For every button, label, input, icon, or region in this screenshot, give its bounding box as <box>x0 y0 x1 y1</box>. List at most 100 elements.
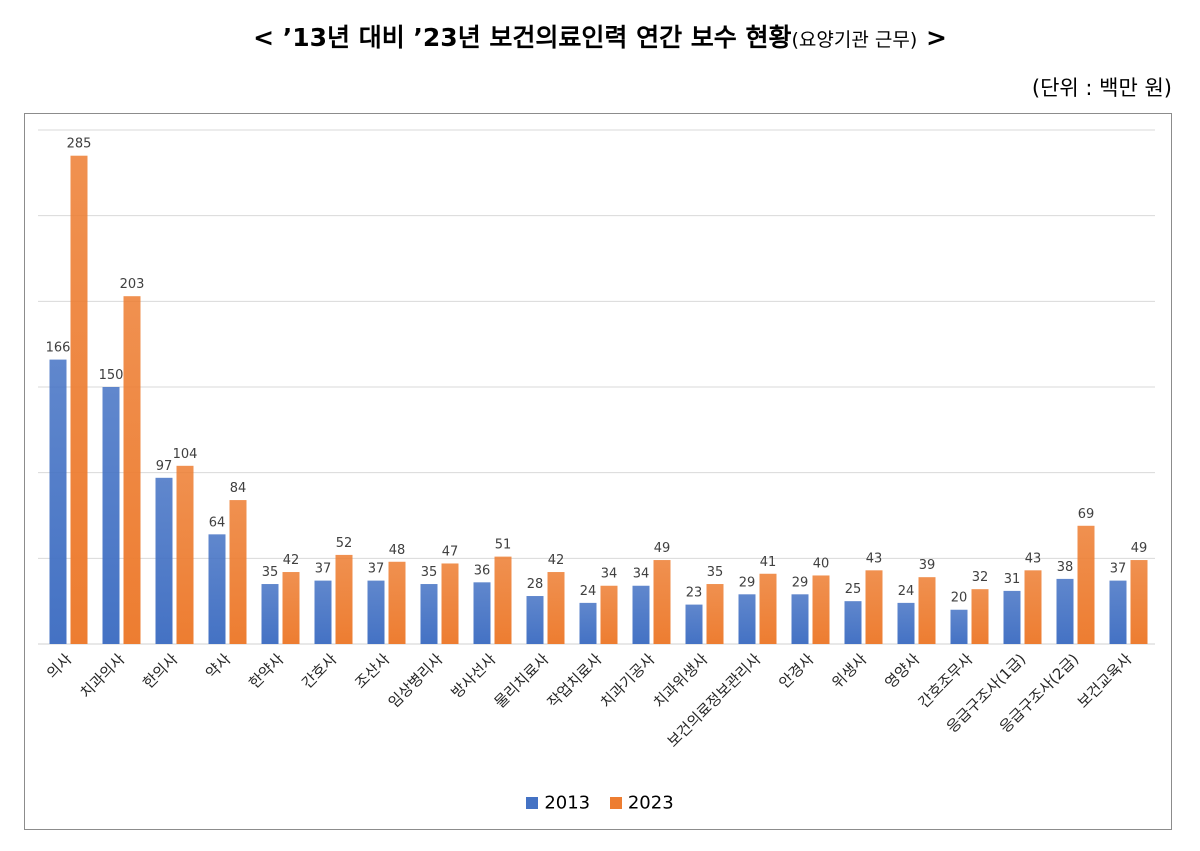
bar-2013 <box>261 584 279 644</box>
data-label-2013: 150 <box>99 368 124 383</box>
unit-label: (단위 : 백만 원) <box>1031 76 1172 100</box>
data-label-2013: 29 <box>739 575 756 590</box>
bar-2023 <box>1024 570 1042 644</box>
bar-2013 <box>1056 578 1074 644</box>
category-label: 영양사 <box>881 650 923 692</box>
data-label-2023: 203 <box>120 277 145 292</box>
bar-2013 <box>155 477 173 644</box>
category-label: 약사 <box>202 650 234 682</box>
bar-2013 <box>526 596 544 644</box>
bar-2013 <box>738 594 756 644</box>
data-label-2013: 37 <box>315 562 332 577</box>
data-label-2013: 24 <box>580 584 597 599</box>
category-label: 간호사 <box>298 650 340 692</box>
bar-2013 <box>420 584 438 644</box>
category-label: 보건의료정보관리사 <box>664 650 765 751</box>
data-label-2013: 28 <box>527 577 544 592</box>
chart-title-end: > <box>917 23 947 52</box>
bar-2013 <box>102 387 120 644</box>
category-label: 한약사 <box>245 650 287 692</box>
data-label-2013: 25 <box>845 582 862 597</box>
category-label: 치과의사 <box>77 650 129 702</box>
bar-2013 <box>473 582 491 644</box>
bar-2013 <box>579 602 597 644</box>
category-label: 한의사 <box>139 650 181 692</box>
legend-item-2023: 2023 <box>609 792 674 814</box>
bar-2023 <box>229 500 247 644</box>
data-label-2023: 47 <box>442 544 459 559</box>
category-label: 보건교육사 <box>1074 650 1136 712</box>
data-label-2013: 64 <box>209 515 226 530</box>
data-label-2023: 34 <box>601 567 618 582</box>
data-label-2013: 24 <box>898 584 915 599</box>
bar-2023 <box>600 585 618 644</box>
data-label-2023: 41 <box>760 555 777 570</box>
chart-frame <box>24 113 1172 830</box>
legend-label-2013: 2013 <box>544 792 591 814</box>
data-label-2023: 43 <box>1025 551 1042 566</box>
data-label-2023: 42 <box>548 553 565 568</box>
bar-2023 <box>1130 560 1148 644</box>
category-label: 조산사 <box>351 650 393 692</box>
chart-title: < ’13년 대비 ’23년 보건의료인력 연간 보수 현황(요양기관 근무) … <box>0 18 1200 54</box>
legend-item-2013: 2013 <box>526 792 590 814</box>
data-label-2023: 48 <box>389 543 406 558</box>
bar-2013 <box>685 604 703 644</box>
bar-2023 <box>812 575 830 644</box>
data-label-2013: 35 <box>262 565 279 580</box>
data-label-2023: 42 <box>283 553 300 568</box>
data-label-2023: 84 <box>230 481 247 496</box>
category-label: 의사 <box>43 650 75 682</box>
bar-2013 <box>314 580 332 644</box>
data-label-2023: 43 <box>866 551 883 566</box>
data-label-2023: 35 <box>707 565 724 580</box>
bar-2013 <box>950 609 968 644</box>
bar-2023 <box>1077 525 1095 644</box>
data-label-2013: 166 <box>46 341 71 356</box>
category-label: 위생사 <box>828 650 870 692</box>
data-label-2023: 40 <box>813 556 830 571</box>
data-label-2013: 38 <box>1057 560 1074 575</box>
bar-2023 <box>865 570 883 644</box>
data-label-2013: 29 <box>792 575 809 590</box>
bar-2013 <box>49 359 67 644</box>
data-label-2013: 20 <box>951 591 968 606</box>
bar-2023 <box>653 560 671 644</box>
data-label-2013: 37 <box>368 562 385 577</box>
legend: 2013 2023 <box>0 792 1200 814</box>
legend-swatch-2023 <box>609 797 622 810</box>
data-label-2023: 49 <box>1131 541 1148 556</box>
bar-2013 <box>1109 580 1127 644</box>
bar-2013 <box>1003 590 1021 644</box>
chart-title-sub: (요양기관 근무) <box>791 29 918 51</box>
category-label: 작업치료사 <box>544 650 606 712</box>
bar-2023 <box>706 584 724 644</box>
bar-2023 <box>971 589 989 644</box>
data-label-2013: 36 <box>474 563 491 578</box>
bar-2023 <box>441 563 459 644</box>
data-label-2023: 39 <box>919 558 936 573</box>
data-label-2023: 32 <box>972 570 989 585</box>
bar-2023 <box>388 561 406 644</box>
data-label-2013: 31 <box>1004 572 1021 587</box>
data-label-2023: 69 <box>1078 507 1095 522</box>
bar-2013 <box>208 534 226 644</box>
bar-2023 <box>759 573 777 644</box>
bar-2023 <box>70 155 88 644</box>
bar-2023 <box>547 572 565 644</box>
category-label: 치과기공사 <box>597 650 659 712</box>
category-label: 물리치료사 <box>491 650 553 712</box>
category-label: 임상병리사 <box>385 650 447 712</box>
data-label-2023: 52 <box>336 536 353 551</box>
data-label-2013: 23 <box>686 586 703 601</box>
bar-2013 <box>367 580 385 644</box>
bar-2023 <box>282 572 300 644</box>
bar-2023 <box>176 465 194 644</box>
category-label: 방사선사 <box>448 650 500 702</box>
bar-2023 <box>918 577 936 644</box>
bar-2013 <box>632 585 650 644</box>
data-label-2023: 49 <box>654 541 671 556</box>
data-label-2013: 97 <box>156 459 173 474</box>
bar-2023 <box>123 296 141 644</box>
